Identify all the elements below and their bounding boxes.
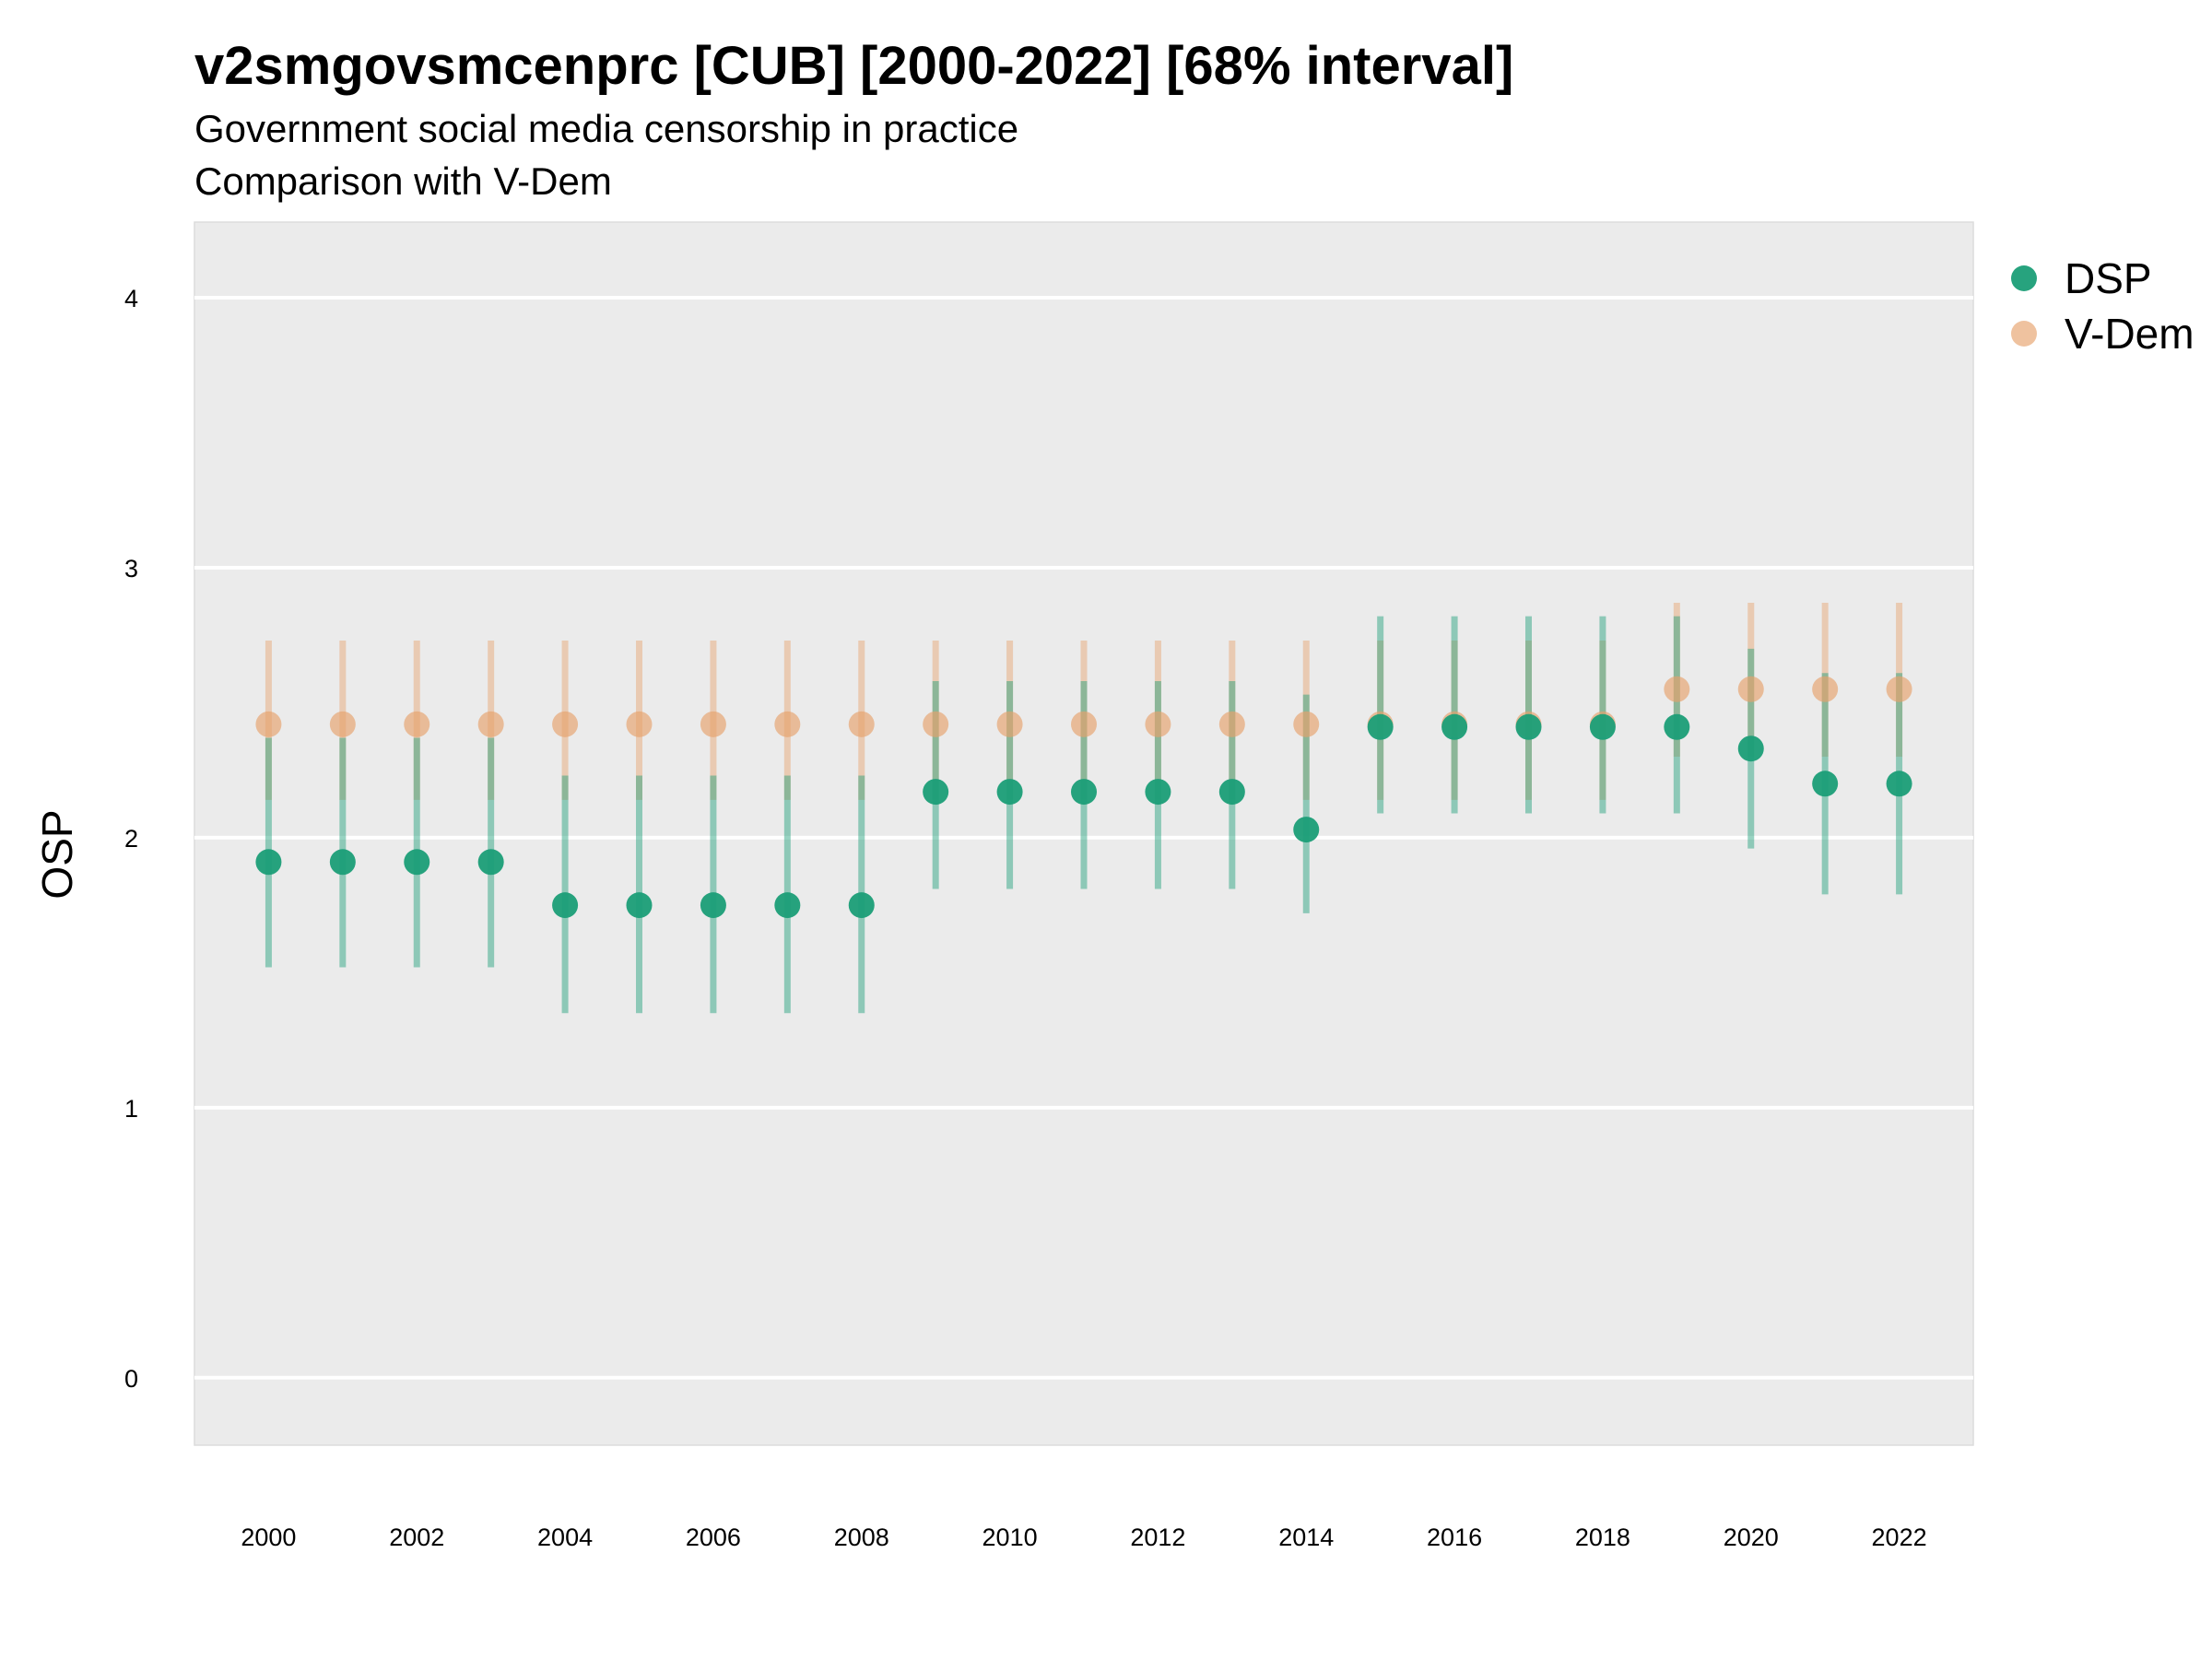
legend-label-v-dem: V-Dem [2065,310,2194,358]
v-dem-point [1812,676,1839,702]
dsp-point [477,849,504,876]
dsp-point [1664,713,1690,740]
v-dem-point [255,711,282,737]
v-dem-point [1664,676,1690,702]
x-tick-label: 2012 [1130,1524,1185,1551]
v-dem-point [923,711,949,737]
v-dem-point [477,711,504,737]
y-tick-label: 1 [124,1095,138,1123]
legend-label-dsp: DSP [2065,254,2152,302]
dsp-point [1145,779,1171,806]
x-tick-label: 2020 [1724,1524,1779,1551]
v-dem-point [996,711,1023,737]
chart-subtitle: Government social media censorship in pr… [194,107,1019,150]
dsp-point [774,892,801,919]
y-tick-label: 3 [124,555,138,582]
dsp-point [700,892,726,919]
v-dem-point [404,711,430,737]
y-tick-label: 4 [124,285,138,312]
dsp-point [996,779,1023,806]
v-dem-point [626,711,653,737]
x-tick-label: 2006 [686,1524,741,1551]
dsp-point [1218,779,1245,806]
grid [194,296,1973,1380]
y-axis-label: OSP [33,809,81,899]
legend: DSP V-Dem [2011,254,2194,358]
v-dem-point [1145,711,1171,737]
v-dem-point [1293,711,1320,737]
v-dem-point [1886,676,1912,702]
v-dem-point [774,711,801,737]
dsp-point [848,892,875,919]
data-points [255,676,1912,919]
dsp-point [626,892,653,919]
x-tick-label: 2004 [537,1524,593,1551]
dsp-point [255,849,282,876]
v-dem-point [1071,711,1097,737]
dsp-point [1515,713,1542,740]
dsp-point [552,892,579,919]
plot-panel [194,221,1974,1446]
x-tick-label: 2010 [982,1524,1038,1551]
y-axis-ticks: 0 1 2 3 4 [124,285,138,1393]
chart-title: v2smgovsmcenprc [CUB] [2000-2022] [68% i… [194,36,1514,96]
x-tick-label: 2018 [1575,1524,1630,1551]
v-dem-point [329,711,356,737]
dsp-point [1441,713,1468,740]
v-dem-point [848,711,875,737]
dsp-point [1886,771,1912,797]
x-tick-label: 2016 [1427,1524,1482,1551]
x-tick-label: 2008 [834,1524,889,1551]
v-dem-point [1737,676,1764,702]
dsp-point [1293,817,1320,843]
dsp-point [1737,735,1764,762]
dsp-point [404,849,430,876]
dsp-point [1367,713,1394,740]
dsp-point [1812,771,1839,797]
x-axis-ticks: 2000 2002 2004 2006 2008 2010 2012 2014 2016 2018… [241,1524,1926,1551]
chart-subtitle-comparison: Comparison with V-Dem [194,159,612,203]
legend-key-dsp [2011,265,2037,291]
legend-key-v-dem [2011,321,2037,347]
dsp-point [1071,779,1097,806]
y-tick-label: 0 [124,1365,138,1393]
x-tick-label: 2000 [241,1524,296,1551]
dsp-point [923,779,949,806]
v-dem-point [1218,711,1245,737]
v-dem-point [552,711,579,737]
x-tick-label: 2022 [1872,1524,1927,1551]
y-tick-label: 2 [124,825,138,853]
dsp-point [329,849,356,876]
v-dem-point [700,711,726,737]
x-tick-label: 2014 [1278,1524,1334,1551]
x-tick-label: 2002 [389,1524,444,1551]
dsp-point [1589,713,1616,740]
